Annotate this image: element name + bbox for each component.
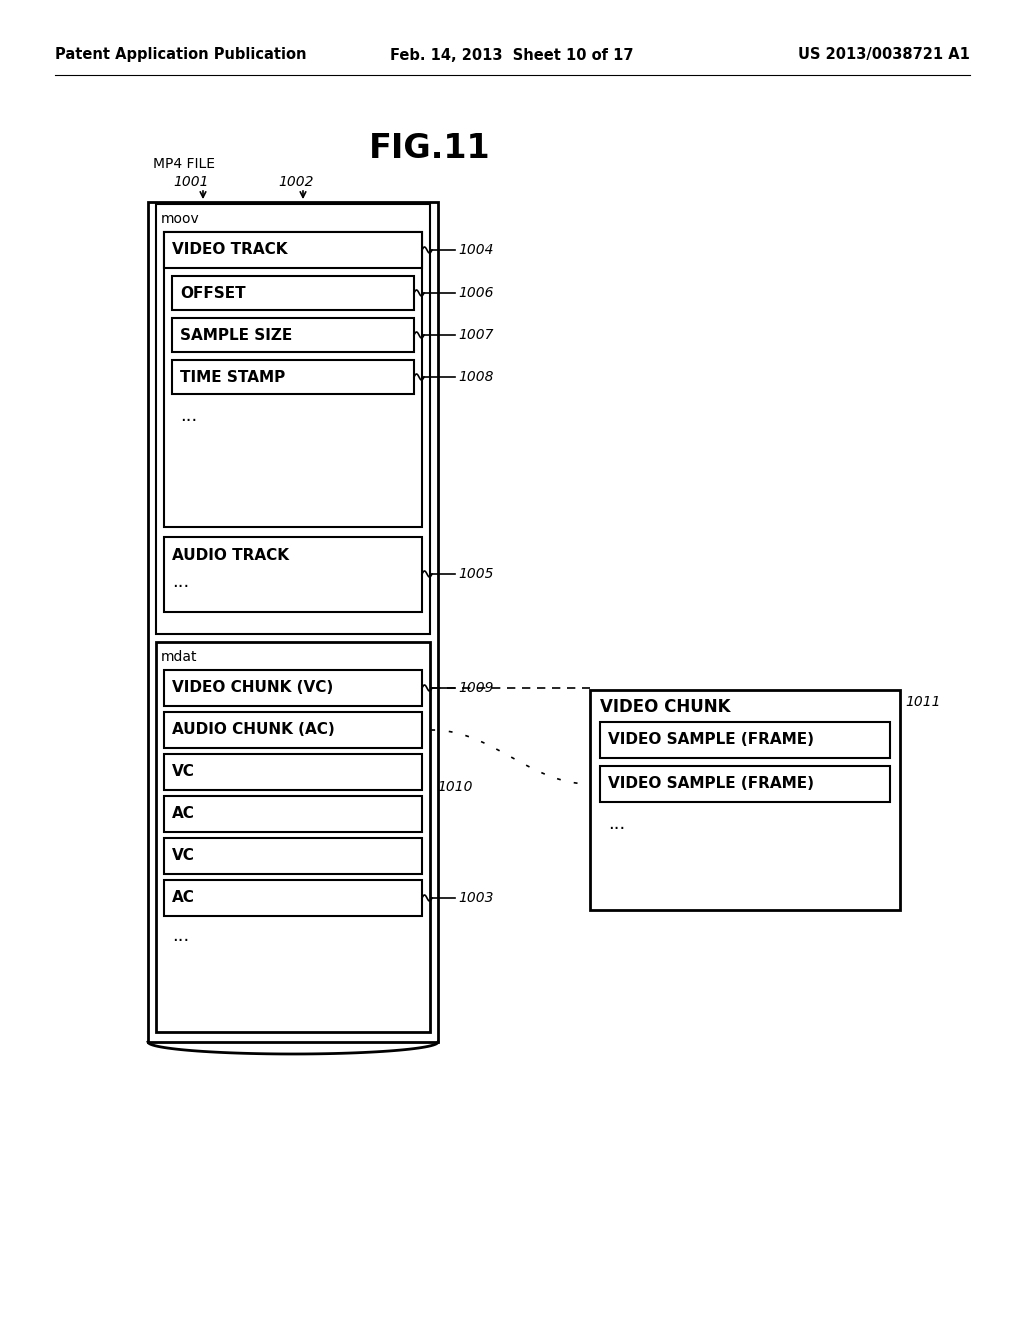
Bar — [600, 766, 890, 803]
Bar — [590, 690, 900, 909]
Text: ...: ... — [180, 407, 198, 425]
Text: US 2013/0038721 A1: US 2013/0038721 A1 — [798, 48, 970, 62]
Text: FIG.11: FIG.11 — [370, 132, 490, 165]
Text: SAMPLE SIZE: SAMPLE SIZE — [180, 327, 292, 342]
Text: 1006: 1006 — [458, 286, 494, 300]
Text: 1007: 1007 — [458, 327, 494, 342]
Text: AUDIO CHUNK (AC): AUDIO CHUNK (AC) — [172, 722, 335, 738]
Bar — [164, 537, 422, 612]
Bar — [164, 711, 422, 748]
Text: moov: moov — [161, 213, 200, 226]
Bar — [172, 276, 414, 310]
Bar — [164, 232, 422, 268]
Text: 1005: 1005 — [458, 568, 494, 581]
Bar — [156, 642, 430, 1032]
Text: VIDEO CHUNK (VC): VIDEO CHUNK (VC) — [172, 681, 333, 696]
Bar — [164, 838, 422, 874]
Text: ...: ... — [608, 814, 626, 833]
Text: TIME STAMP: TIME STAMP — [180, 370, 286, 384]
Text: Patent Application Publication: Patent Application Publication — [55, 48, 306, 62]
Bar — [156, 205, 430, 634]
Text: OFFSET: OFFSET — [180, 285, 246, 301]
Text: 1011: 1011 — [905, 696, 940, 709]
Text: AUDIO TRACK: AUDIO TRACK — [172, 548, 289, 562]
Bar — [164, 880, 422, 916]
Text: Feb. 14, 2013  Sheet 10 of 17: Feb. 14, 2013 Sheet 10 of 17 — [390, 48, 634, 62]
Text: MP4 FILE: MP4 FILE — [153, 157, 215, 172]
Text: 1010: 1010 — [437, 780, 472, 795]
Text: 1009: 1009 — [458, 681, 494, 696]
Text: 1008: 1008 — [458, 370, 494, 384]
Text: 1001: 1001 — [173, 176, 209, 189]
Text: VIDEO TRACK: VIDEO TRACK — [172, 243, 288, 257]
Text: AC: AC — [172, 807, 195, 821]
Bar — [172, 318, 414, 352]
Text: ...: ... — [172, 927, 189, 945]
Text: AC: AC — [172, 891, 195, 906]
Bar — [600, 722, 890, 758]
Bar — [164, 232, 422, 527]
Bar — [148, 202, 438, 1041]
Text: 1002: 1002 — [278, 176, 313, 189]
Text: ...: ... — [172, 573, 189, 591]
Text: VC: VC — [172, 849, 195, 863]
Text: mdat: mdat — [161, 649, 198, 664]
Text: VIDEO CHUNK: VIDEO CHUNK — [600, 698, 730, 715]
Bar — [164, 671, 422, 706]
Bar — [164, 796, 422, 832]
Bar — [172, 360, 414, 393]
Text: VIDEO SAMPLE (FRAME): VIDEO SAMPLE (FRAME) — [608, 776, 814, 792]
Text: 1004: 1004 — [458, 243, 494, 257]
Bar — [164, 754, 422, 789]
Text: VIDEO SAMPLE (FRAME): VIDEO SAMPLE (FRAME) — [608, 733, 814, 747]
Text: VC: VC — [172, 764, 195, 780]
Text: 1003: 1003 — [458, 891, 494, 906]
